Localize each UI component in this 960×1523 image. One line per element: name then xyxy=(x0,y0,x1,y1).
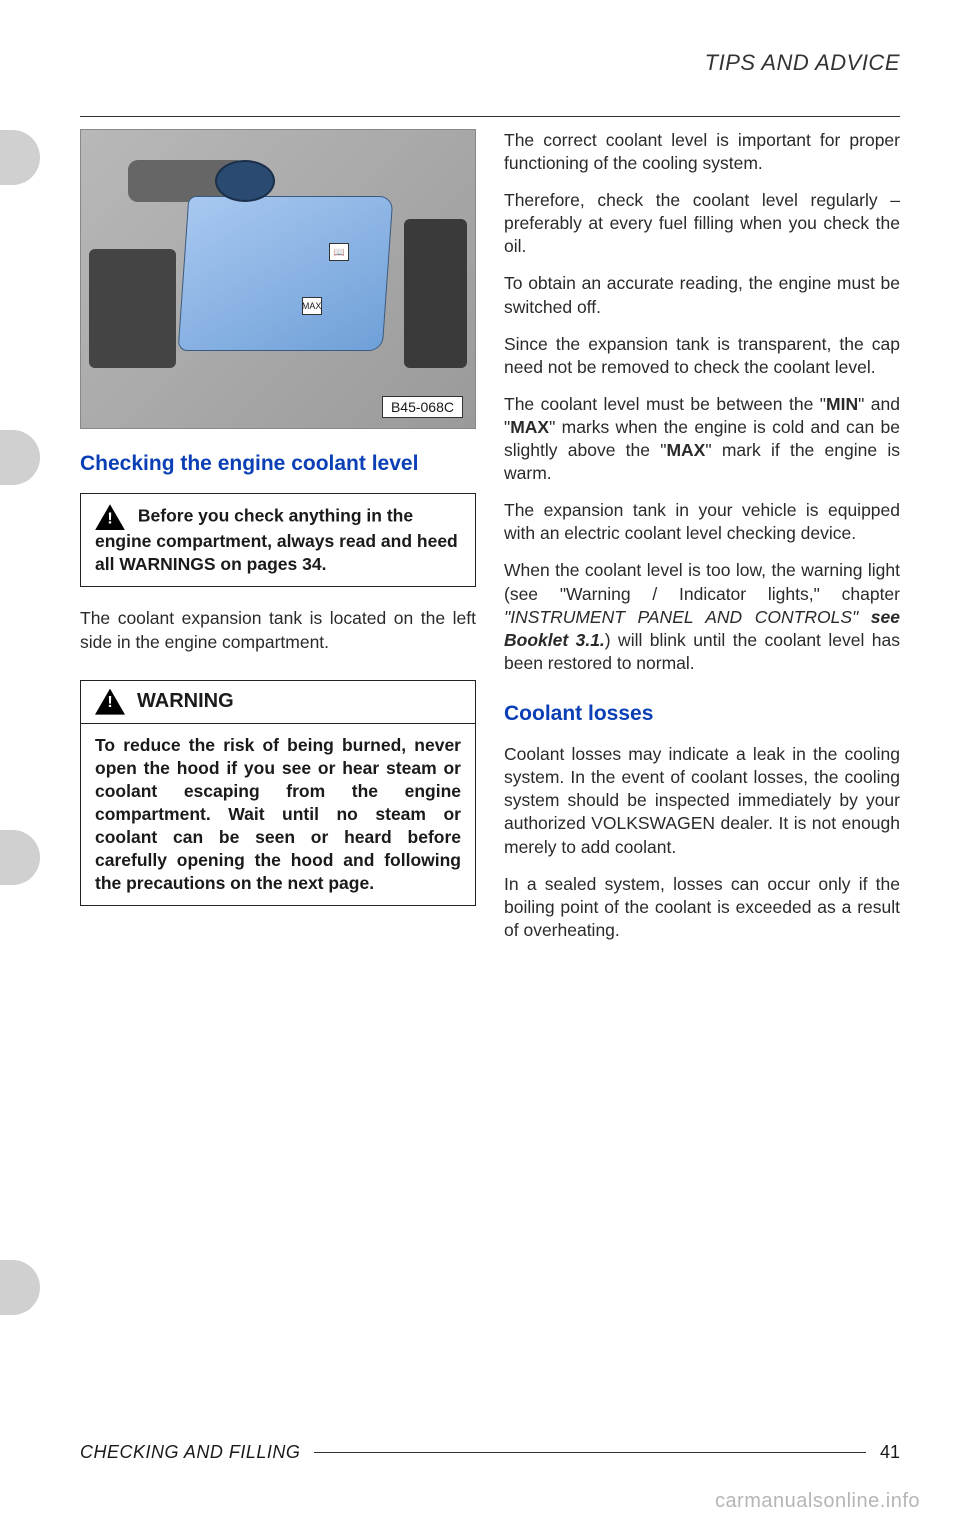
text: The coolant level must be between the " xyxy=(504,394,826,414)
max-label: MAX xyxy=(510,417,549,437)
body-paragraph: In a sealed system, losses can occur onl… xyxy=(504,873,900,942)
warning-header: WARNING xyxy=(81,681,475,724)
chapter-reference: "INSTRUMENT PANEL AND CONTROLS" xyxy=(504,607,858,627)
left-column: 📖 MAX B45-068C Checking the engine coola… xyxy=(80,129,476,956)
binding-tab xyxy=(0,830,40,885)
manual-page: TIPS AND ADVICE 📖 MAX B45-068C Checking … xyxy=(0,0,960,1523)
footer-line xyxy=(314,1452,866,1453)
section-title-coolant-losses: Coolant losses xyxy=(504,701,900,727)
text: When the coolant level is too low, the w… xyxy=(504,560,900,603)
notice-box: Before you check anything in the engine … xyxy=(80,493,476,587)
warning-box: WARNING To reduce the risk of being burn… xyxy=(80,680,476,907)
figure-code: B45-068C xyxy=(382,396,463,418)
page-number: 41 xyxy=(880,1442,900,1463)
body-paragraph: The expansion tank in your vehicle is eq… xyxy=(504,499,900,545)
engine-coolant-figure: 📖 MAX B45-068C xyxy=(80,129,476,429)
body-paragraph: The coolant expansion tank is located on… xyxy=(80,607,476,653)
engine-part xyxy=(89,249,176,368)
body-paragraph: Since the expansion tank is transparent,… xyxy=(504,333,900,379)
coolant-cap xyxy=(215,160,275,202)
notice-text: Before you check anything in the engine … xyxy=(95,506,458,574)
binding-tab xyxy=(0,1260,40,1315)
warning-triangle-icon xyxy=(95,504,125,530)
body-paragraph: The coolant level must be between the "M… xyxy=(504,393,900,485)
body-paragraph: To obtain an accurate reading, the engin… xyxy=(504,272,900,318)
warning-body: To reduce the risk of being burned, neve… xyxy=(81,724,475,906)
binding-tab xyxy=(0,430,40,485)
section-title-coolant-level: Checking the engine coolant level xyxy=(80,451,476,477)
body-paragraph: Coolant losses may indicate a leak in th… xyxy=(504,743,900,858)
warning-title: WARNING xyxy=(137,690,234,713)
body-paragraph: The correct coolant level is important f… xyxy=(504,129,900,175)
divider xyxy=(80,116,900,117)
min-label: MIN xyxy=(826,394,858,414)
watermark: carmanualsonline.info xyxy=(715,1490,920,1513)
book-icon: 📖 xyxy=(329,243,349,261)
warning-triangle-icon xyxy=(95,689,125,715)
content-columns: 📖 MAX B45-068C Checking the engine coola… xyxy=(80,129,900,956)
engine-part xyxy=(404,219,467,368)
body-paragraph: Therefore, check the coolant level regul… xyxy=(504,189,900,258)
footer-section-label: CHECKING AND FILLING xyxy=(80,1442,300,1463)
page-header: TIPS AND ADVICE xyxy=(80,50,900,76)
body-paragraph: When the coolant level is too low, the w… xyxy=(504,559,900,674)
page-footer: CHECKING AND FILLING 41 xyxy=(80,1442,900,1463)
coolant-tank xyxy=(178,196,394,351)
right-column: The correct coolant level is important f… xyxy=(504,129,900,956)
binding-tab xyxy=(0,130,40,185)
max-marker: MAX xyxy=(302,297,322,315)
max-label: MAX xyxy=(666,440,705,460)
